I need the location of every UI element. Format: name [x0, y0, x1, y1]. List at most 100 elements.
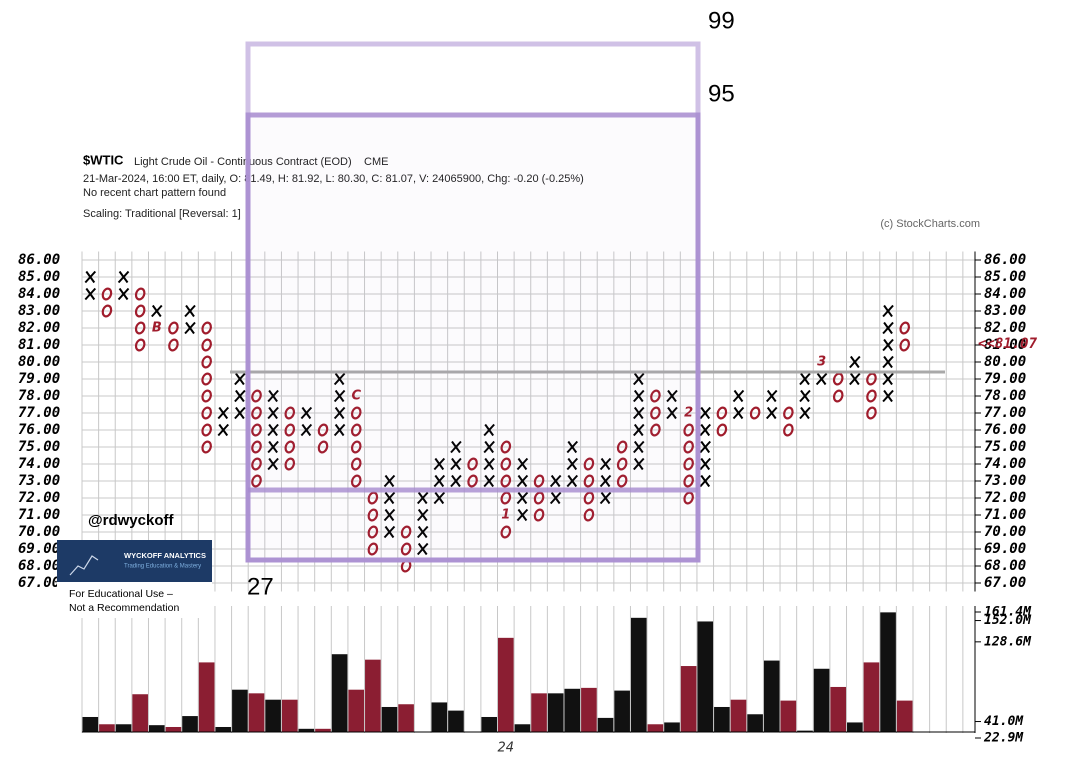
y-tick-label-right: 75.00 — [984, 439, 1026, 455]
brand: WYCKOFF ANALYTICS — [124, 551, 206, 560]
o-box — [101, 287, 113, 301]
volume-bar — [331, 654, 348, 732]
y-tick-label: 80.00 — [18, 354, 60, 370]
volume-tick-label: 41.0M — [984, 714, 1024, 729]
y-tick-label-right: 86.00 — [984, 252, 1026, 268]
x-box — [267, 389, 279, 403]
x-box — [566, 474, 579, 488]
o-box — [899, 338, 910, 352]
o-box — [101, 304, 113, 318]
x-box — [117, 287, 130, 301]
x-box — [234, 406, 246, 420]
volume-bar — [647, 724, 664, 732]
o-box — [284, 440, 296, 454]
symbol: $WTIC — [83, 152, 124, 167]
x-box — [732, 406, 745, 420]
quote-info: 21-Mar-2024, 16:00 ET, daily, O: 81.49, … — [83, 173, 584, 185]
instrument-name: Light Crude Oil - Continuous Contract (E… — [134, 156, 352, 168]
x-box — [882, 338, 894, 352]
volume-bar — [730, 699, 747, 732]
y-tick-label-right: 83.00 — [984, 303, 1026, 319]
x-box — [333, 372, 346, 386]
x-box — [633, 406, 645, 420]
volume-bar — [448, 710, 464, 732]
y-tick-label-right: 81.00 — [984, 337, 1026, 353]
volume-bar — [182, 716, 198, 732]
o-box — [134, 321, 146, 335]
o-box — [783, 423, 794, 437]
x-box — [799, 372, 811, 386]
y-tick-label: 76.00 — [18, 422, 60, 438]
y-tick-label: 86.00 — [18, 252, 60, 268]
o-box — [317, 440, 329, 454]
o-box — [367, 491, 379, 505]
y-tick-label-right: 69.00 — [984, 541, 1026, 557]
y-tick-label: 77.00 — [18, 405, 60, 421]
volume-bar — [747, 714, 763, 732]
o-box — [467, 457, 478, 471]
o-box — [367, 542, 379, 556]
x-box — [566, 440, 579, 454]
x-box — [765, 389, 778, 403]
x-box — [666, 389, 678, 403]
x-box — [267, 457, 279, 471]
x-box — [267, 423, 279, 437]
x-box — [849, 372, 861, 386]
o-box — [683, 474, 694, 488]
x-box — [633, 389, 645, 403]
disclaimer: For Educational Use – — [69, 588, 173, 600]
y-tick-label: 75.00 — [18, 439, 60, 455]
y-tick-label: 68.00 — [18, 558, 60, 574]
y-tick-label-right: 74.00 — [984, 456, 1026, 472]
o-box — [533, 508, 545, 522]
x-box — [882, 389, 894, 403]
o-box — [251, 389, 262, 403]
o-box — [134, 287, 146, 301]
x-box — [699, 440, 711, 454]
y-tick-label: 79.00 — [18, 371, 60, 387]
y-tick-label: 78.00 — [18, 388, 60, 404]
o-box — [134, 304, 146, 318]
o-box — [500, 491, 512, 505]
x-box — [450, 440, 462, 454]
x-box — [849, 355, 861, 369]
o-box — [251, 423, 262, 437]
x-box — [699, 406, 711, 420]
volume-bar — [714, 706, 730, 732]
o-box — [284, 406, 296, 420]
o-box — [350, 423, 362, 437]
o-box — [500, 440, 512, 454]
x-box — [815, 372, 828, 386]
projection-box-inner — [245, 112, 701, 563]
volume-bar — [132, 694, 148, 732]
credit: (c) StockCharts.com — [880, 218, 980, 230]
x-box — [416, 542, 429, 556]
y-tick-label-right: 78.00 — [984, 388, 1026, 404]
x-box — [882, 321, 894, 335]
x-box — [333, 406, 346, 420]
disclaimer-box — [57, 582, 212, 618]
volume-bar — [381, 706, 398, 732]
x-box — [333, 423, 346, 437]
volume-bar — [215, 726, 232, 732]
x-box — [84, 270, 97, 284]
o-box — [866, 389, 877, 403]
month-marker: 2 — [684, 406, 693, 421]
volume-bar — [198, 662, 215, 732]
o-box — [350, 474, 362, 488]
volume-bar — [348, 689, 365, 732]
o-box — [533, 474, 545, 488]
o-box — [616, 457, 628, 471]
x-box — [732, 389, 745, 403]
o-box — [583, 457, 595, 471]
o-box — [533, 491, 545, 505]
y-tick-label: 81.00 — [18, 337, 60, 353]
o-box — [134, 338, 146, 352]
y-tick-label-right: 72.00 — [984, 490, 1026, 506]
volume-bar — [547, 693, 564, 732]
y-tick-label-right: 73.00 — [984, 473, 1026, 489]
o-box — [467, 474, 478, 488]
volume-tick-label: 128.6M — [984, 634, 1032, 649]
x-box — [549, 474, 562, 488]
